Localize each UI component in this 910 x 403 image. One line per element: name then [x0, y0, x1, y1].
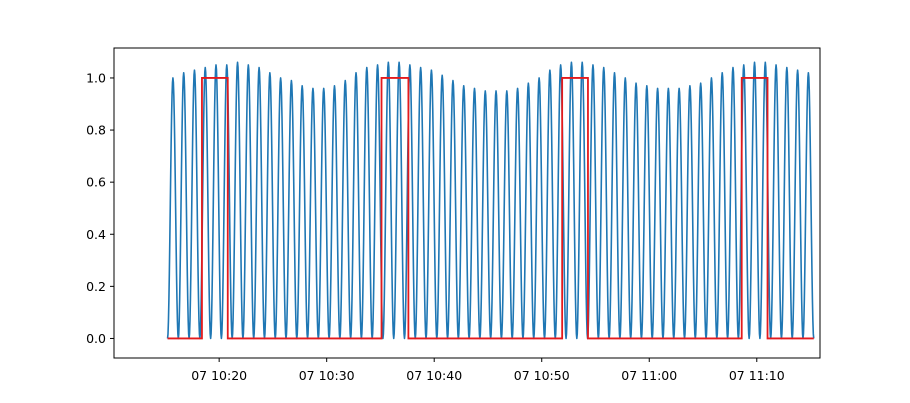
x-tick-label: 07 11:00: [621, 368, 677, 383]
y-tick-label: 0.8: [86, 123, 106, 138]
x-tick-label: 07 10:50: [514, 368, 570, 383]
x-axis: 07 10:20 07 10:30 07 10:40 07 10:50 07 11:00…: [191, 358, 785, 383]
x-tick-label: 07 11:10: [729, 368, 785, 383]
y-tick-label: 0.0: [86, 331, 106, 346]
x-tick-label: 07 10:20: [191, 368, 247, 383]
x-tick-label: 07 10:40: [406, 368, 462, 383]
series-layer: [166, 61, 815, 340]
axes-frame: [113, 47, 821, 359]
y-tick-label: 0.2: [86, 279, 106, 294]
y-tick-label: 1.0: [86, 70, 106, 85]
step-series-line: [167, 77, 814, 340]
y-axis: 0.0 0.2 0.4 0.6 0.8 1.0: [86, 70, 114, 346]
x-tick-label: 07 10:30: [299, 368, 355, 383]
y-tick-label: 0.4: [86, 227, 106, 242]
y-tick-label: 0.6: [86, 175, 106, 190]
